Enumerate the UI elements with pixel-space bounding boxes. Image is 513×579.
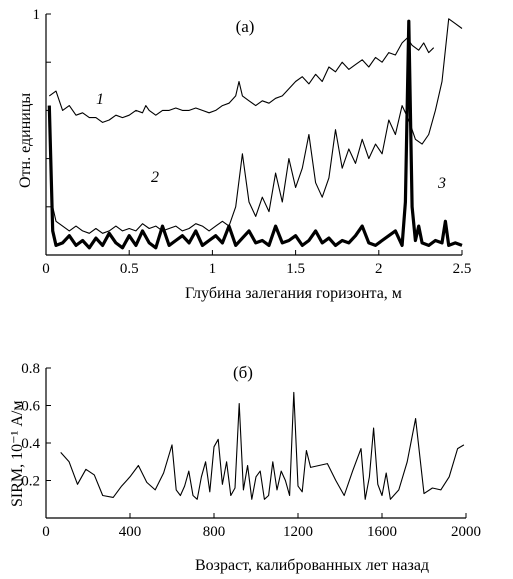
panel-a-label: (а) [236, 17, 255, 36]
panel-b: (б) Возраст, калиброванных лет назад SIR… [9, 361, 481, 574]
panel-b-y-tick-label: 0.2 [21, 474, 40, 490]
panel-a: (а) Глубина залегания горизонта, м Отн. … [17, 7, 471, 302]
panel-b-y-tick-label: 0.6 [21, 399, 40, 415]
panel-a-y-tick-label: 1 [33, 7, 41, 23]
curve-3-label: 3 [437, 175, 446, 192]
panel-a-series-2-line [48, 18, 463, 234]
curve-1-label: 1 [96, 91, 104, 108]
panel-a-x-tick-label: 1.5 [286, 261, 305, 277]
panel-a-x-axis-label: Глубина залегания горизонта, м [185, 285, 402, 302]
panel-a-x-tick-label: 2 [375, 261, 383, 277]
panel-a-series-1-line [48, 37, 435, 123]
panel-a-series-3-line [47, 19, 463, 250]
panel-b-label: (б) [233, 363, 253, 382]
panel-a-y-axis-label: Отн. единицы [17, 93, 34, 188]
panel-b-x-axis-label: Возраст, калиброванных лет назад [195, 557, 429, 574]
curve-2-label: 2 [151, 169, 159, 186]
panel-b-series-1-line [60, 391, 465, 500]
panel-b-y-tick-label: 0.8 [21, 361, 40, 377]
panel-b-y-axis-label: SIRM, 10⁻¹ А/м [9, 401, 26, 508]
panel-b-x-tick-label: 1200 [283, 524, 313, 540]
panel-b-x-tick-label: 1600 [367, 524, 397, 540]
panel-b-x-tick-label: 800 [203, 524, 226, 540]
panel-a-x-tick-label: 0 [42, 261, 50, 277]
panel-b-x-tick-label: 0 [42, 524, 50, 540]
panel-b-y-tick-label: 0.4 [21, 436, 40, 452]
panel-b-x-tick-label: 2000 [451, 524, 481, 540]
panel-b-x-tick-label: 400 [119, 524, 142, 540]
panel-a-x-tick-label: 2.5 [453, 261, 472, 277]
panel-a-x-tick-label: 0.5 [120, 261, 139, 277]
panel-a-x-tick-label: 1 [209, 261, 217, 277]
